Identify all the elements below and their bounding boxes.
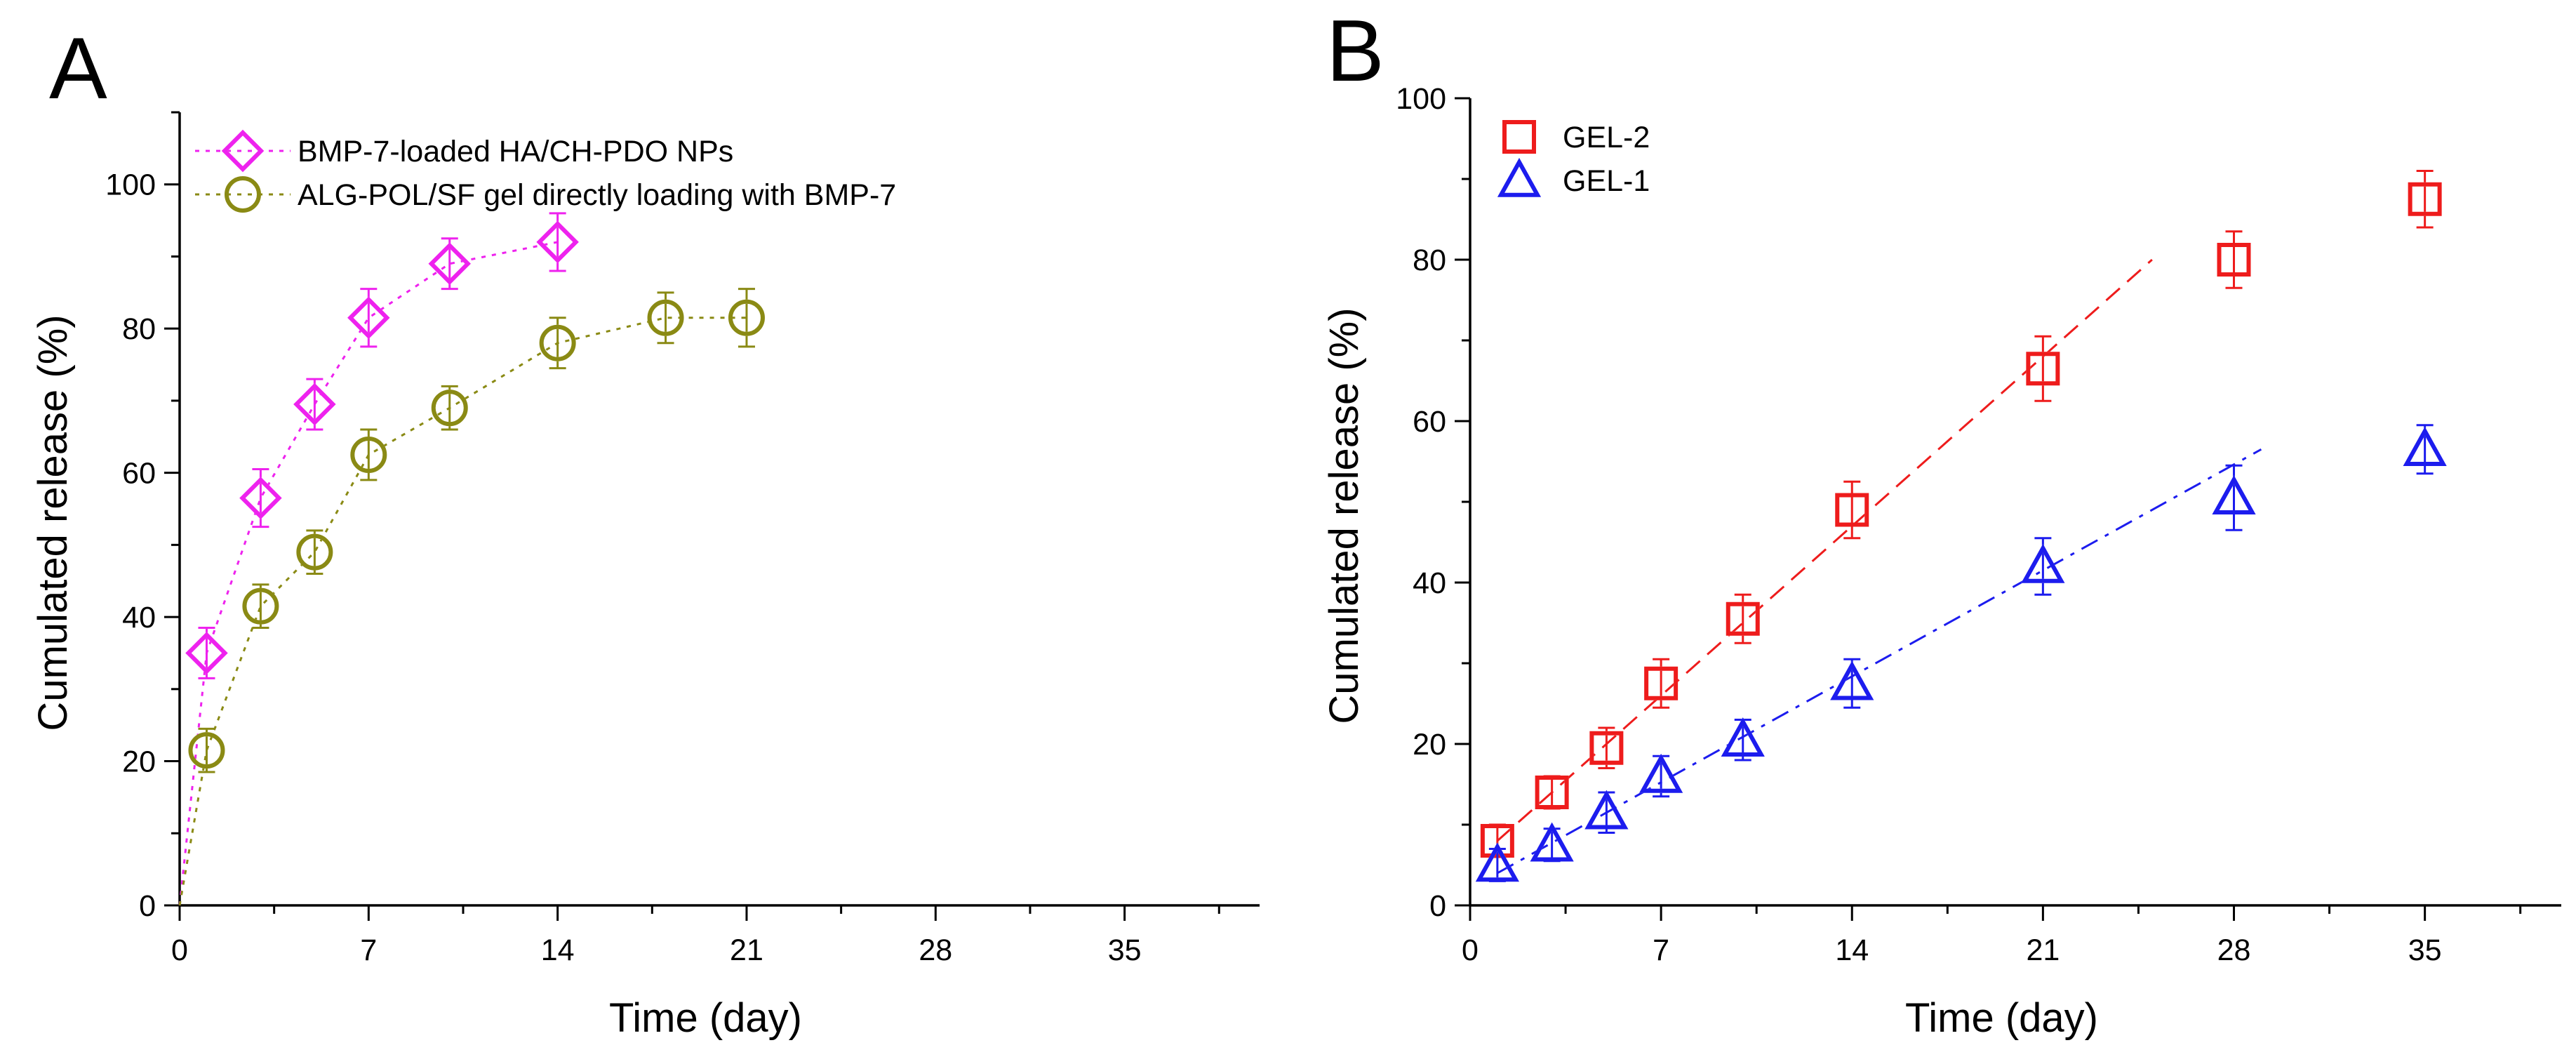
- legend-marker: [1497, 157, 1542, 197]
- legend: BMP-7-loaded HA/CH-PDO NPs ALG-POL/SF gel…: [195, 129, 896, 213]
- y-tick-label: 40: [122, 601, 156, 634]
- x-tick-label: 7: [1653, 933, 1669, 967]
- y-tick-label: 80: [1413, 244, 1446, 277]
- panel-label: A: [49, 20, 107, 117]
- data-point: [242, 587, 279, 625]
- legend-marker-backing: [1497, 157, 1542, 197]
- data-point: [185, 632, 228, 674]
- data-point: [2021, 543, 2065, 583]
- y-tick-label: 20: [1413, 728, 1446, 762]
- x-tick-label: 35: [2408, 933, 2442, 967]
- x-tick-label: 0: [171, 933, 188, 967]
- legend-label: ALG-POL/SF gel directly loading with BMP…: [298, 178, 896, 212]
- data-point: [428, 242, 471, 285]
- legend-label: BMP-7-loaded HA/CH-PDO NPs: [298, 135, 733, 168]
- legend-label: GEL-1: [1563, 164, 1650, 198]
- fit-line: [1496, 258, 2153, 842]
- data-point: [1644, 666, 1679, 700]
- legend-marker-backing: [1502, 120, 1536, 154]
- x-tick-label: 35: [1108, 933, 1142, 967]
- data-point: [2403, 427, 2447, 467]
- x-tick-label: 21: [730, 933, 763, 967]
- panel-B: B 0 7 14 21 28 35 0 20 40 60 80 100 Time (day) Cumulat…: [1321, 3, 2561, 1041]
- data-point: [539, 324, 576, 361]
- x-tick-label: 28: [2217, 933, 2251, 967]
- x-tick-label: 14: [541, 933, 575, 967]
- y-tick-label: 60: [1413, 405, 1446, 439]
- data-point: [1584, 790, 1629, 830]
- y-axis-title: Cumulated release (%): [1321, 307, 1367, 724]
- data-point: [296, 533, 333, 571]
- x-tick-label: 0: [1462, 933, 1479, 967]
- series-1: [178, 288, 765, 906]
- data-point: [350, 436, 387, 473]
- data-point: [1589, 731, 1624, 765]
- data-point: [2212, 475, 2256, 515]
- data-point: [1721, 717, 1765, 757]
- data-point: [2026, 352, 2060, 386]
- data-point: [2408, 182, 2442, 216]
- y-tick-label: 60: [122, 457, 156, 491]
- data-point: [239, 477, 282, 519]
- y-tick-label: 100: [1396, 82, 1446, 116]
- series-1: [1475, 424, 2447, 882]
- y-tick-label: 0: [139, 889, 156, 923]
- y-tick-label: 0: [1429, 889, 1446, 923]
- panel-A: A 0 7 14 21 28 35 0 20 40 60 80 100 Time (day) Cumulat…: [30, 20, 1260, 1041]
- legend: GEL-2 GEL-1: [1497, 120, 1650, 198]
- y-axis-title: Cumulated release (%): [30, 314, 76, 731]
- data-point: [347, 296, 390, 340]
- data-point: [293, 383, 336, 426]
- series-line: [178, 317, 747, 906]
- data-point: [536, 220, 579, 264]
- x-tick-label: 14: [1835, 933, 1869, 967]
- x-tick-label: 21: [2026, 933, 2060, 967]
- legend-marker: [221, 129, 265, 173]
- y-tick-label: 20: [122, 745, 156, 779]
- data-point: [431, 390, 468, 427]
- x-axis-title: Time (day): [609, 995, 802, 1041]
- series-0: [1480, 170, 2442, 858]
- data-point: [1530, 822, 1574, 862]
- data-point: [728, 299, 765, 336]
- data-point: [1475, 842, 1519, 882]
- data-point: [647, 299, 684, 336]
- legend-marker: [1502, 120, 1536, 154]
- y-tick-label: 40: [1413, 566, 1446, 600]
- y-tick-label: 100: [105, 168, 156, 202]
- series-0: [178, 212, 579, 906]
- y-tick-label: 80: [122, 312, 156, 346]
- data-point: [1639, 753, 1683, 793]
- data-point: [1726, 601, 1760, 636]
- x-axis-title: Time (day): [1905, 995, 2098, 1041]
- data-point: [1535, 776, 1569, 809]
- x-tick-label: 7: [360, 933, 377, 967]
- legend-marker: [225, 176, 261, 213]
- data-point: [1830, 660, 1874, 700]
- data-point: [1835, 493, 1869, 527]
- x-tick-label: 28: [919, 933, 952, 967]
- legend-label: GEL-2: [1563, 121, 1650, 154]
- data-point: [188, 732, 225, 769]
- panel-label: B: [1326, 3, 1384, 100]
- data-point: [2217, 243, 2251, 277]
- fit-line: [1497, 448, 2262, 875]
